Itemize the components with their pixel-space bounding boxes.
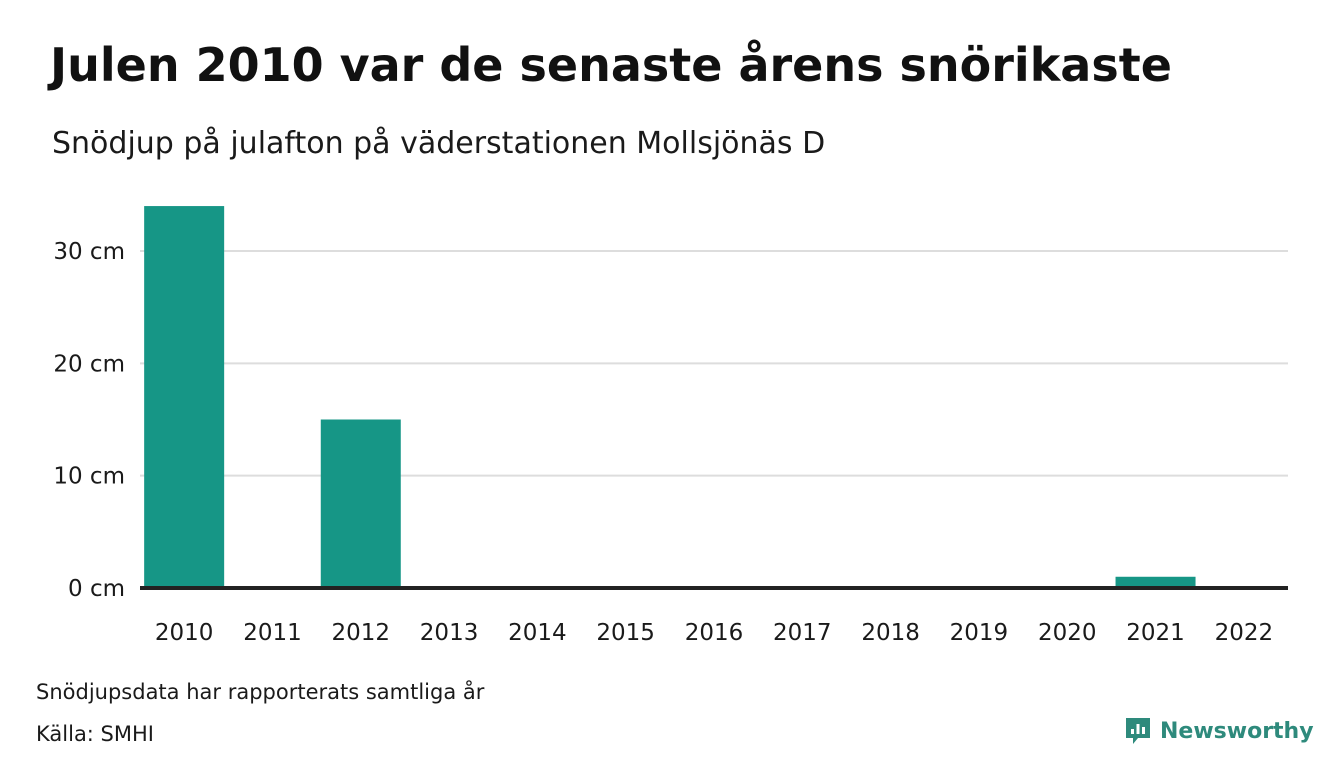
x-tick-label: 2011 [243,620,302,646]
x-tick-label: 2018 [861,620,920,646]
brand-name: Newsworthy [1160,718,1314,744]
source-credit: Källa: SMHI [36,722,154,746]
chart-title: Julen 2010 var de senaste årens snörikas… [50,38,1172,92]
newsworthy-logo-icon [1126,718,1150,744]
x-tick-label: 2016 [685,620,744,646]
x-tick-label: 2019 [950,620,1009,646]
y-tick-label: 10 cm [53,464,125,490]
x-tick-label: 2017 [773,620,832,646]
x-tick-label: 2014 [508,620,567,646]
axes: 0 cm 10 cm 20 cm 30 cm 2010 2011 2012 2013 2014 2… [53,239,1288,646]
x-tick-label: 2012 [331,620,390,646]
y-tick-label: 20 cm [53,351,125,377]
x-tick-label: 2020 [1038,620,1097,646]
gridlines [140,250,1288,477]
chart-subtitle: Snödjup på julafton på väderstationen Mo… [52,126,826,161]
bar-2021 [1115,576,1196,588]
bar-2010 [144,206,225,589]
x-tick-label: 2010 [155,620,214,646]
x-tick-label: 2021 [1126,620,1185,646]
footnote: Snödjupsdata har rapporterats samtliga å… [36,680,485,704]
bars [144,206,1196,589]
brand-logo[interactable]: Newsworthy [1124,716,1314,746]
x-tick-label: 2015 [596,620,655,646]
x-tick-label: 2013 [420,620,479,646]
y-tick-label: 30 cm [53,239,125,265]
x-tick-label: 2022 [1215,620,1274,646]
y-tick-label: 0 cm [68,576,125,602]
bar-2012 [320,419,401,588]
